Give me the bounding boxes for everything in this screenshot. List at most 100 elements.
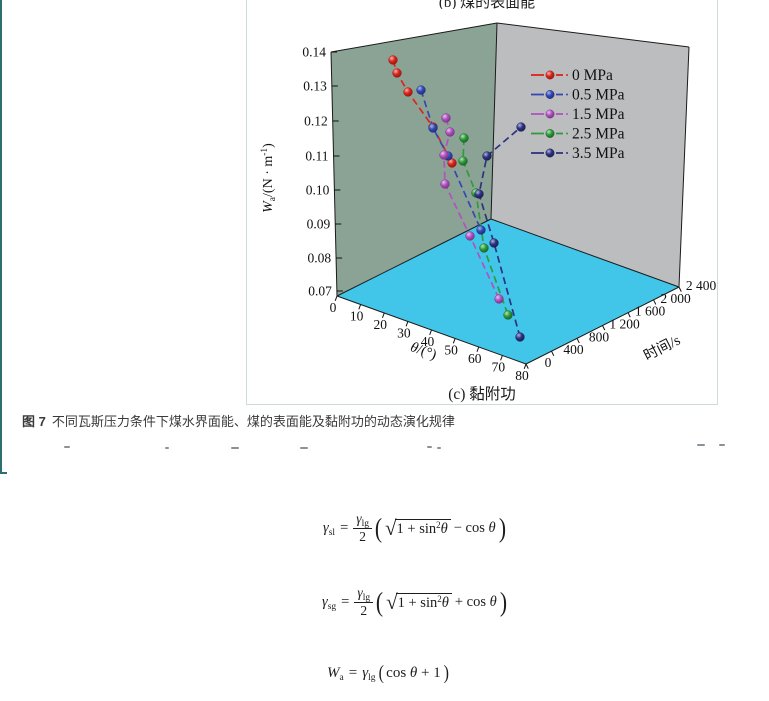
time-axis-label: 时间/s [641, 331, 683, 364]
legend-marker [545, 70, 555, 80]
cropped-text-fragment [719, 444, 725, 446]
body-term: cos θ + 1 [386, 664, 441, 681]
theta-tick-label: 60 [468, 351, 482, 366]
time-axis-tick [525, 363, 529, 369]
theta-tick-label: 30 [397, 326, 411, 341]
z-tick-label: 0.14 [302, 45, 326, 60]
theta-axis-label: θ/(°) [408, 339, 439, 363]
data-point-1.5 MPa [494, 294, 504, 304]
equals-sign: = [348, 664, 358, 681]
legend-marker [545, 109, 555, 119]
legend-marker [545, 129, 555, 138]
time-tick-label: 2 000 [660, 291, 691, 306]
legend-marker [545, 148, 555, 158]
z-tick-label: 0.07 [308, 284, 332, 299]
data-point-1.5 MPa [439, 150, 449, 160]
time-axis-tick [576, 338, 580, 344]
tail-term: + cos θ [454, 593, 497, 610]
theta-axis-tick [405, 321, 409, 327]
legend-label-0.5 MPa: 0.5 MPa [572, 87, 625, 104]
z-tick-label: 0.08 [307, 251, 331, 266]
legend-dot [566, 93, 568, 96]
theta-axis-tick [381, 312, 385, 318]
equals-sign: = [341, 593, 350, 610]
data-point-3.5 MPa [482, 151, 492, 161]
theta-axis-tick [523, 363, 527, 369]
data-point-0.5 MPa [416, 85, 426, 95]
legend-dot [566, 132, 568, 135]
data-point-2.5 MPa [503, 310, 513, 320]
z-tick-label: 0.09 [307, 217, 331, 232]
box-edge [490, 22, 498, 220]
data-point-3.5 MPa [489, 238, 499, 248]
subfigure-b-caption-cropped: (b) 煤的表面能 [438, 0, 536, 9]
theta-tick-label: 10 [350, 309, 364, 324]
time-axis-tick [678, 286, 682, 292]
data-point-0 MPa [388, 55, 398, 65]
z-tick-label: 0.11 [305, 149, 328, 164]
square-root: √ 1 + sin2θ [386, 592, 452, 612]
legend-label-2.5 MPa: 2.5 MPa [572, 126, 625, 143]
equation-gamma-sg: γsg = γlg 2 ( √ 1 + sin2θ + cos θ ) [322, 585, 507, 619]
equation-adhesion-work: Wa = γlg ( cos θ + 1 ) [327, 662, 449, 684]
figure-caption-text: 不同瓦斯压力条件下煤水界面能、煤的表面能及黏附功的动态演化规律 [51, 414, 455, 429]
cropped-text-fragment [427, 446, 432, 448]
data-point-1.5 MPa [440, 179, 450, 189]
z-tick-label: 0.13 [303, 79, 327, 94]
left-paren: ( [374, 513, 383, 544]
theta-axis-tick [500, 355, 503, 361]
legend-label-1.5 MPa: 1.5 MPa [572, 106, 625, 123]
time-axis-tick [627, 312, 631, 318]
data-point-3.5 MPa [474, 189, 484, 199]
box-edge [678, 46, 690, 288]
data-point-0 MPa [447, 158, 457, 168]
data-point-2.5 MPa [479, 243, 489, 253]
legend-dot [566, 113, 568, 115]
subfigure-c-caption: (c) 黏附功 [448, 386, 516, 403]
left-paren: ( [375, 587, 384, 618]
data-point-1.5 MPa [441, 113, 451, 123]
theta-axis-tick [452, 338, 456, 344]
cropped-text-fragment [64, 446, 70, 448]
box-edge [330, 51, 338, 297]
theta-tick-label: 20 [374, 317, 388, 332]
time-tick-label: 400 [563, 342, 584, 357]
data-point-2.5 MPa [459, 133, 469, 143]
data-point-3.5 MPa [515, 332, 525, 342]
data-point-0.5 MPa [476, 225, 486, 235]
figure-panel: 0.14 0.13 0.12 0.11 0.10 0.09 0.08 0.07 0 10 20 30 4… [246, 0, 718, 405]
left-paren: ( [378, 662, 384, 684]
legend-dot [566, 152, 568, 154]
tail-term: − cos θ [453, 519, 496, 536]
cropped-text-fragment [165, 447, 169, 449]
cropped-text-fragment [231, 447, 239, 449]
data-point-0 MPa [392, 68, 402, 78]
theta-axis-tick [358, 304, 362, 310]
time-tick-label: 0 [545, 355, 552, 370]
data-point-0.5 MPa [428, 123, 438, 133]
time-tick-label: 800 [589, 329, 610, 344]
right-paren: ) [443, 662, 449, 684]
figure-caption: 图 7 不同瓦斯压力条件下煤水界面能、煤的表面能及黏附功的动态演化规律 [22, 411, 455, 430]
legend-dot [566, 74, 568, 76]
equation-gamma-sl: γsl = γlg 2 ( √ 1 + sin2θ − cos θ ) [323, 511, 506, 544]
data-point-3.5 MPa [516, 122, 526, 132]
right-paren: ) [498, 513, 506, 544]
3d-scatter-chart: 0.140.130.120.110.100.090.080.0701020304… [260, 22, 716, 383]
legend-label-0 MPa: 0 MPa [572, 67, 613, 84]
box-edge [336, 218, 492, 297]
theta-tick-label: 70 [492, 360, 506, 375]
data-point-0 MPa [403, 87, 413, 97]
fraction: γlg 2 [354, 585, 374, 619]
cropped-text-fragment [697, 444, 705, 446]
box-edge [490, 218, 680, 288]
time-axis-tick [602, 325, 606, 331]
data-point-1.5 MPa [445, 127, 455, 137]
z-tick-label: 0.12 [304, 114, 328, 129]
wall-left [331, 23, 497, 296]
page-left-rule [0, 0, 2, 473]
data-point-1.5 MPa [465, 231, 475, 241]
wall-right [491, 23, 689, 287]
figure-caption-label: 图 7 [22, 414, 46, 429]
